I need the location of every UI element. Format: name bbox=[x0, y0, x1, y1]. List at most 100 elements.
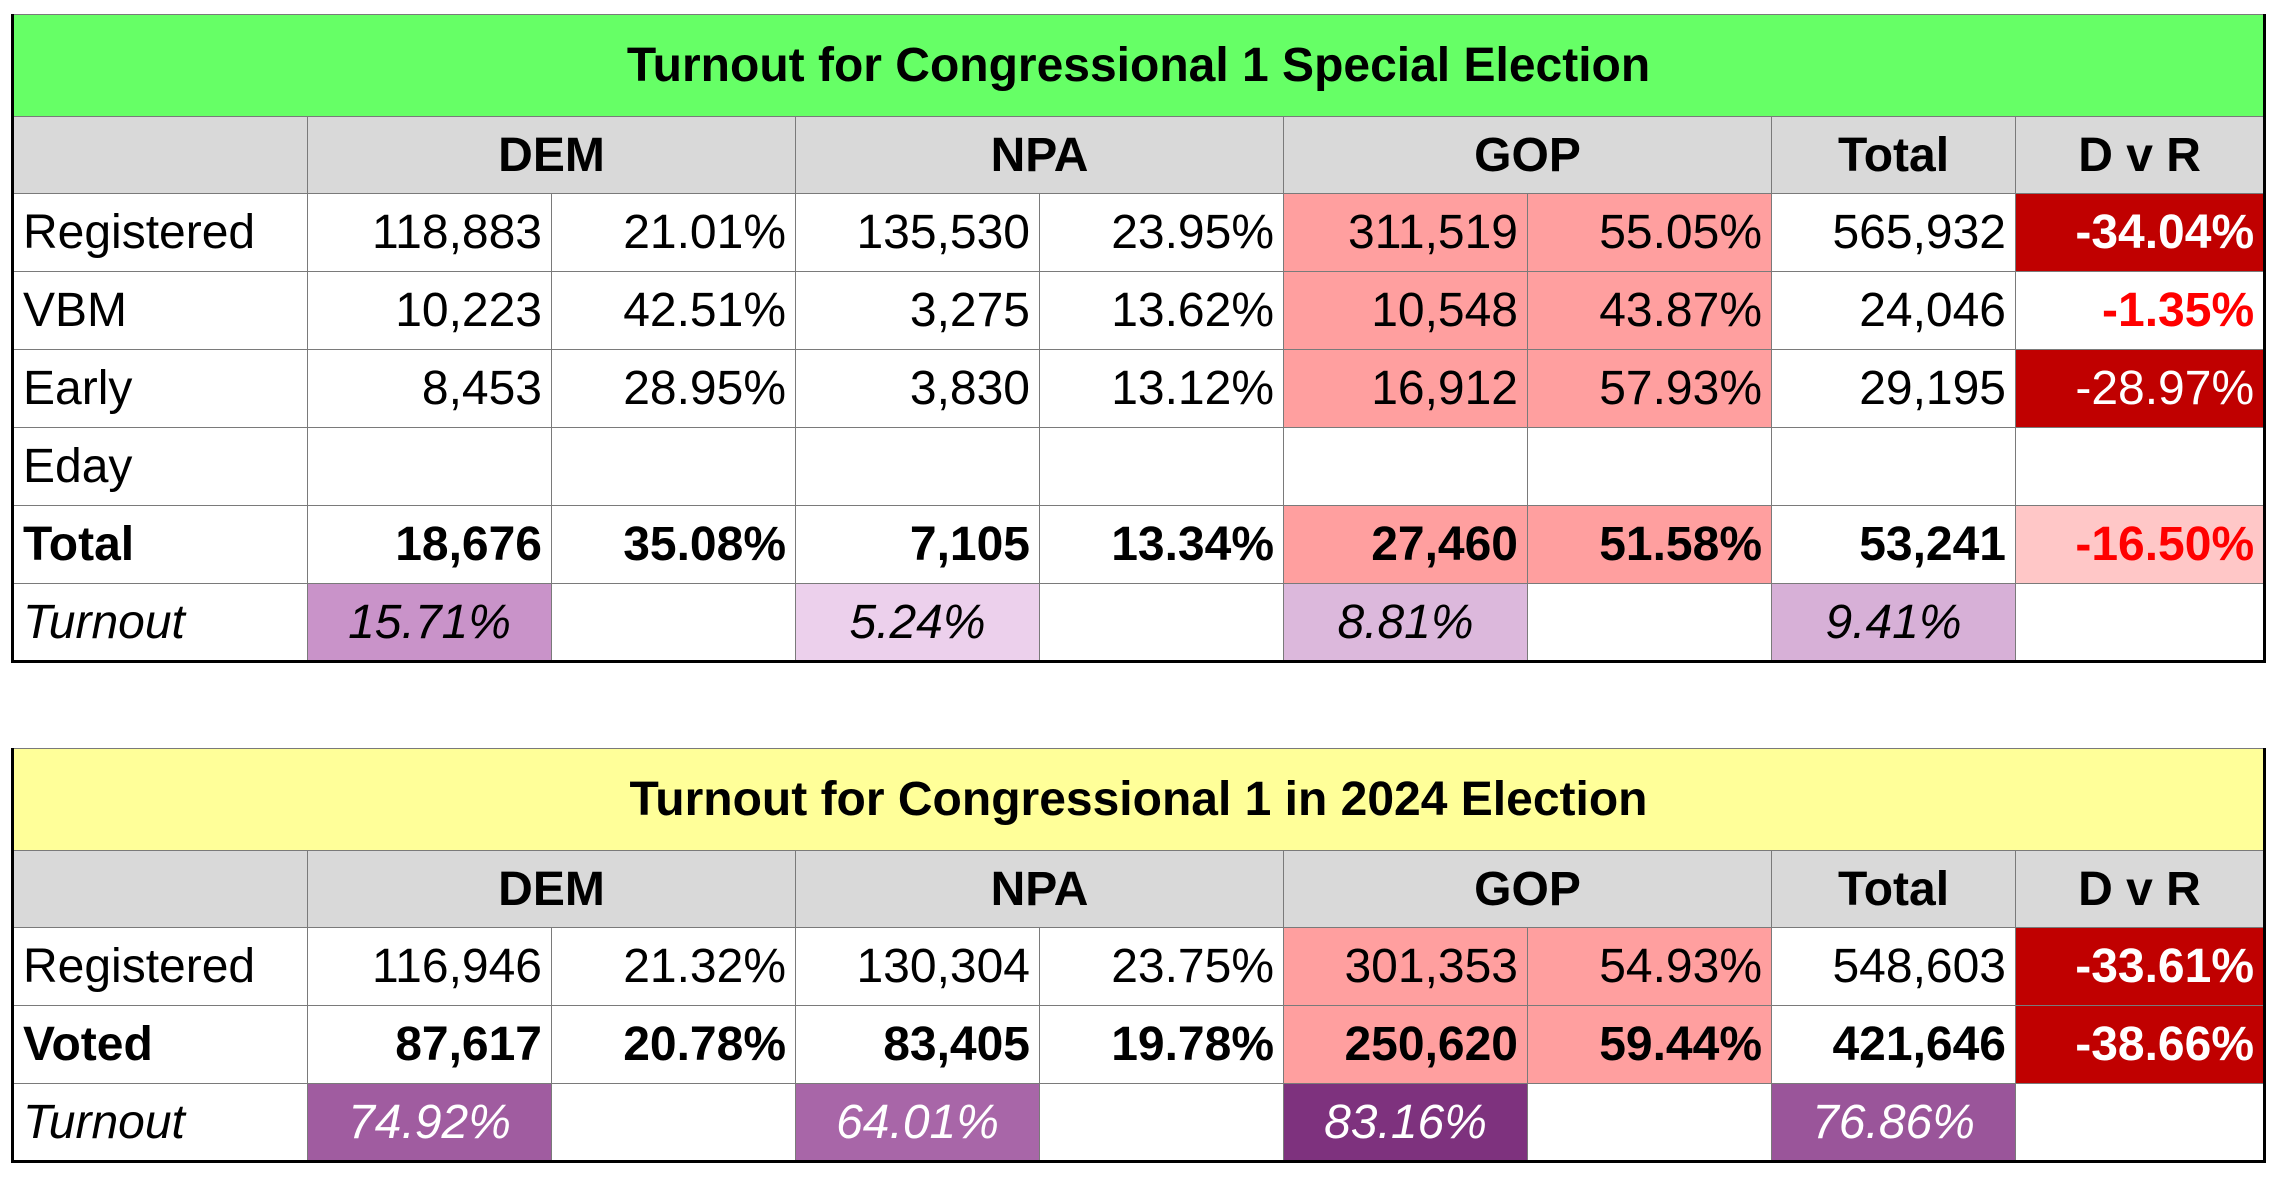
row-registered: Registered 118,883 21.01% 135,530 23.95%… bbox=[11, 193, 2267, 272]
cell-dem-pct: 28.95% bbox=[551, 349, 796, 428]
y2024-title: Turnout for Congressional 1 in 2024 Elec… bbox=[11, 748, 2266, 851]
header-blank bbox=[11, 116, 308, 194]
cell-total: 29,195 bbox=[1771, 349, 2016, 428]
row-turnout: Turnout 74.92% 64.01% 83.16% 76.86% bbox=[11, 1083, 2266, 1163]
row-total: Total 18,676 35.08% 7,105 13.34% 27,460 … bbox=[11, 505, 2267, 584]
row-eday: Eday bbox=[11, 427, 2267, 506]
cell-npa: 83,405 bbox=[795, 1005, 1040, 1084]
row-registered: Registered 116,946 21.32% 130,304 23.75%… bbox=[11, 927, 2266, 1006]
cell-gop: 311,519 bbox=[1283, 193, 1528, 272]
turnout-total: 9.41% bbox=[1771, 583, 2016, 663]
cell-gop-pct: 59.44% bbox=[1527, 1005, 1772, 1084]
cell-npa-pct bbox=[1039, 427, 1284, 506]
cell-total: 53,241 bbox=[1771, 505, 2016, 584]
cell-npa-pct: 13.62% bbox=[1039, 271, 1284, 350]
cell-gop-pct: 55.05% bbox=[1527, 193, 1772, 272]
turnout-npa: 64.01% bbox=[795, 1083, 1040, 1163]
cell-dem: 18,676 bbox=[307, 505, 552, 584]
cell-npa-pct: 23.75% bbox=[1039, 927, 1284, 1006]
cell-npa: 130,304 bbox=[795, 927, 1040, 1006]
row-label: Registered bbox=[11, 927, 308, 1006]
cell-total: 24,046 bbox=[1771, 271, 2016, 350]
cell-dvr bbox=[2014, 427, 2267, 506]
row-vbm: VBM 10,223 42.51% 3,275 13.62% 10,548 43… bbox=[11, 271, 2267, 350]
cell-dvr: -28.97% bbox=[2014, 349, 2267, 428]
cell-npa-pct: 13.34% bbox=[1039, 505, 1284, 584]
cell-dem: 8,453 bbox=[307, 349, 552, 428]
header-row: DEM NPA GOP Total D v R bbox=[11, 116, 2267, 194]
header-gop: GOP bbox=[1283, 116, 1772, 194]
cell-dvr: -1.35% bbox=[2014, 271, 2267, 350]
header-dvr: D v R bbox=[2015, 850, 2266, 928]
turnout-blank bbox=[2014, 583, 2267, 663]
cell-dvr: -33.61% bbox=[2015, 927, 2266, 1006]
header-gop: GOP bbox=[1283, 850, 1772, 928]
cell-dem bbox=[307, 427, 552, 506]
header-npa: NPA bbox=[795, 850, 1284, 928]
turnout-npa: 5.24% bbox=[795, 583, 1040, 663]
cell-gop: 27,460 bbox=[1283, 505, 1528, 584]
cell-npa bbox=[795, 427, 1040, 506]
cell-npa-pct: 23.95% bbox=[1039, 193, 1284, 272]
turnout-total: 76.86% bbox=[1771, 1083, 2016, 1163]
row-voted: Voted 87,617 20.78% 83,405 19.78% 250,62… bbox=[11, 1005, 2266, 1084]
cell-gop: 16,912 bbox=[1283, 349, 1528, 428]
cell-dvr: -34.04% bbox=[2014, 193, 2267, 272]
row-label: Total bbox=[11, 505, 308, 584]
special-election-table: Turnout for Congressional 1 Special Elec… bbox=[10, 14, 2267, 663]
cell-dem-pct bbox=[551, 427, 796, 506]
cell-dvr: -16.50% bbox=[2014, 505, 2267, 584]
cell-gop-pct bbox=[1527, 427, 1772, 506]
turnout-blank bbox=[1527, 1083, 1772, 1163]
cell-dem-pct: 21.32% bbox=[551, 927, 796, 1006]
row-label: Voted bbox=[11, 1005, 308, 1084]
row-label: Eday bbox=[11, 427, 308, 506]
cell-total: 421,646 bbox=[1771, 1005, 2016, 1084]
row-label: Turnout bbox=[11, 583, 308, 663]
cell-dem-pct: 42.51% bbox=[551, 271, 796, 350]
cell-npa: 3,830 bbox=[795, 349, 1040, 428]
row-label: Registered bbox=[11, 193, 308, 272]
cell-dem-pct: 20.78% bbox=[551, 1005, 796, 1084]
cell-npa: 3,275 bbox=[795, 271, 1040, 350]
header-row: DEM NPA GOP Total D v R bbox=[11, 850, 2266, 928]
cell-dem-pct: 21.01% bbox=[551, 193, 796, 272]
cell-npa-pct: 13.12% bbox=[1039, 349, 1284, 428]
cell-gop-pct: 43.87% bbox=[1527, 271, 1772, 350]
cell-gop-pct: 57.93% bbox=[1527, 349, 1772, 428]
turnout-gop: 83.16% bbox=[1283, 1083, 1528, 1163]
cell-gop: 301,353 bbox=[1283, 927, 1528, 1006]
header-dvr: D v R bbox=[2014, 116, 2267, 194]
cell-total: 565,932 bbox=[1771, 193, 2016, 272]
cell-npa: 135,530 bbox=[795, 193, 1040, 272]
cell-dem: 116,946 bbox=[307, 927, 552, 1006]
header-dem: DEM bbox=[307, 850, 796, 928]
cell-gop: 10,548 bbox=[1283, 271, 1528, 350]
turnout-blank bbox=[1039, 583, 1284, 663]
title-row: Turnout for Congressional 1 in 2024 Elec… bbox=[11, 748, 2266, 851]
turnout-gop: 8.81% bbox=[1283, 583, 1528, 663]
turnout-dem: 15.71% bbox=[307, 583, 552, 663]
cell-dvr: -38.66% bbox=[2015, 1005, 2266, 1084]
turnout-blank bbox=[2015, 1083, 2266, 1163]
row-label: Early bbox=[11, 349, 308, 428]
header-dem: DEM bbox=[307, 116, 796, 194]
cell-gop: 250,620 bbox=[1283, 1005, 1528, 1084]
cell-gop-pct: 51.58% bbox=[1527, 505, 1772, 584]
special-title: Turnout for Congressional 1 Special Elec… bbox=[10, 14, 2267, 117]
cell-total bbox=[1771, 427, 2016, 506]
header-blank bbox=[11, 850, 308, 928]
cell-npa: 7,105 bbox=[795, 505, 1040, 584]
cell-gop bbox=[1283, 427, 1528, 506]
turnout-blank bbox=[1527, 583, 1772, 663]
cell-npa-pct: 19.78% bbox=[1039, 1005, 1284, 1084]
header-total: Total bbox=[1771, 850, 2016, 928]
turnout-blank bbox=[1039, 1083, 1284, 1163]
row-turnout: Turnout 15.71% 5.24% 8.81% 9.41% bbox=[11, 583, 2267, 663]
title-row: Turnout for Congressional 1 Special Elec… bbox=[10, 14, 2267, 117]
header-total: Total bbox=[1771, 116, 2016, 194]
cell-dem: 10,223 bbox=[307, 271, 552, 350]
cell-dem: 118,883 bbox=[307, 193, 552, 272]
row-label: Turnout bbox=[11, 1083, 308, 1163]
cell-dem-pct: 35.08% bbox=[551, 505, 796, 584]
